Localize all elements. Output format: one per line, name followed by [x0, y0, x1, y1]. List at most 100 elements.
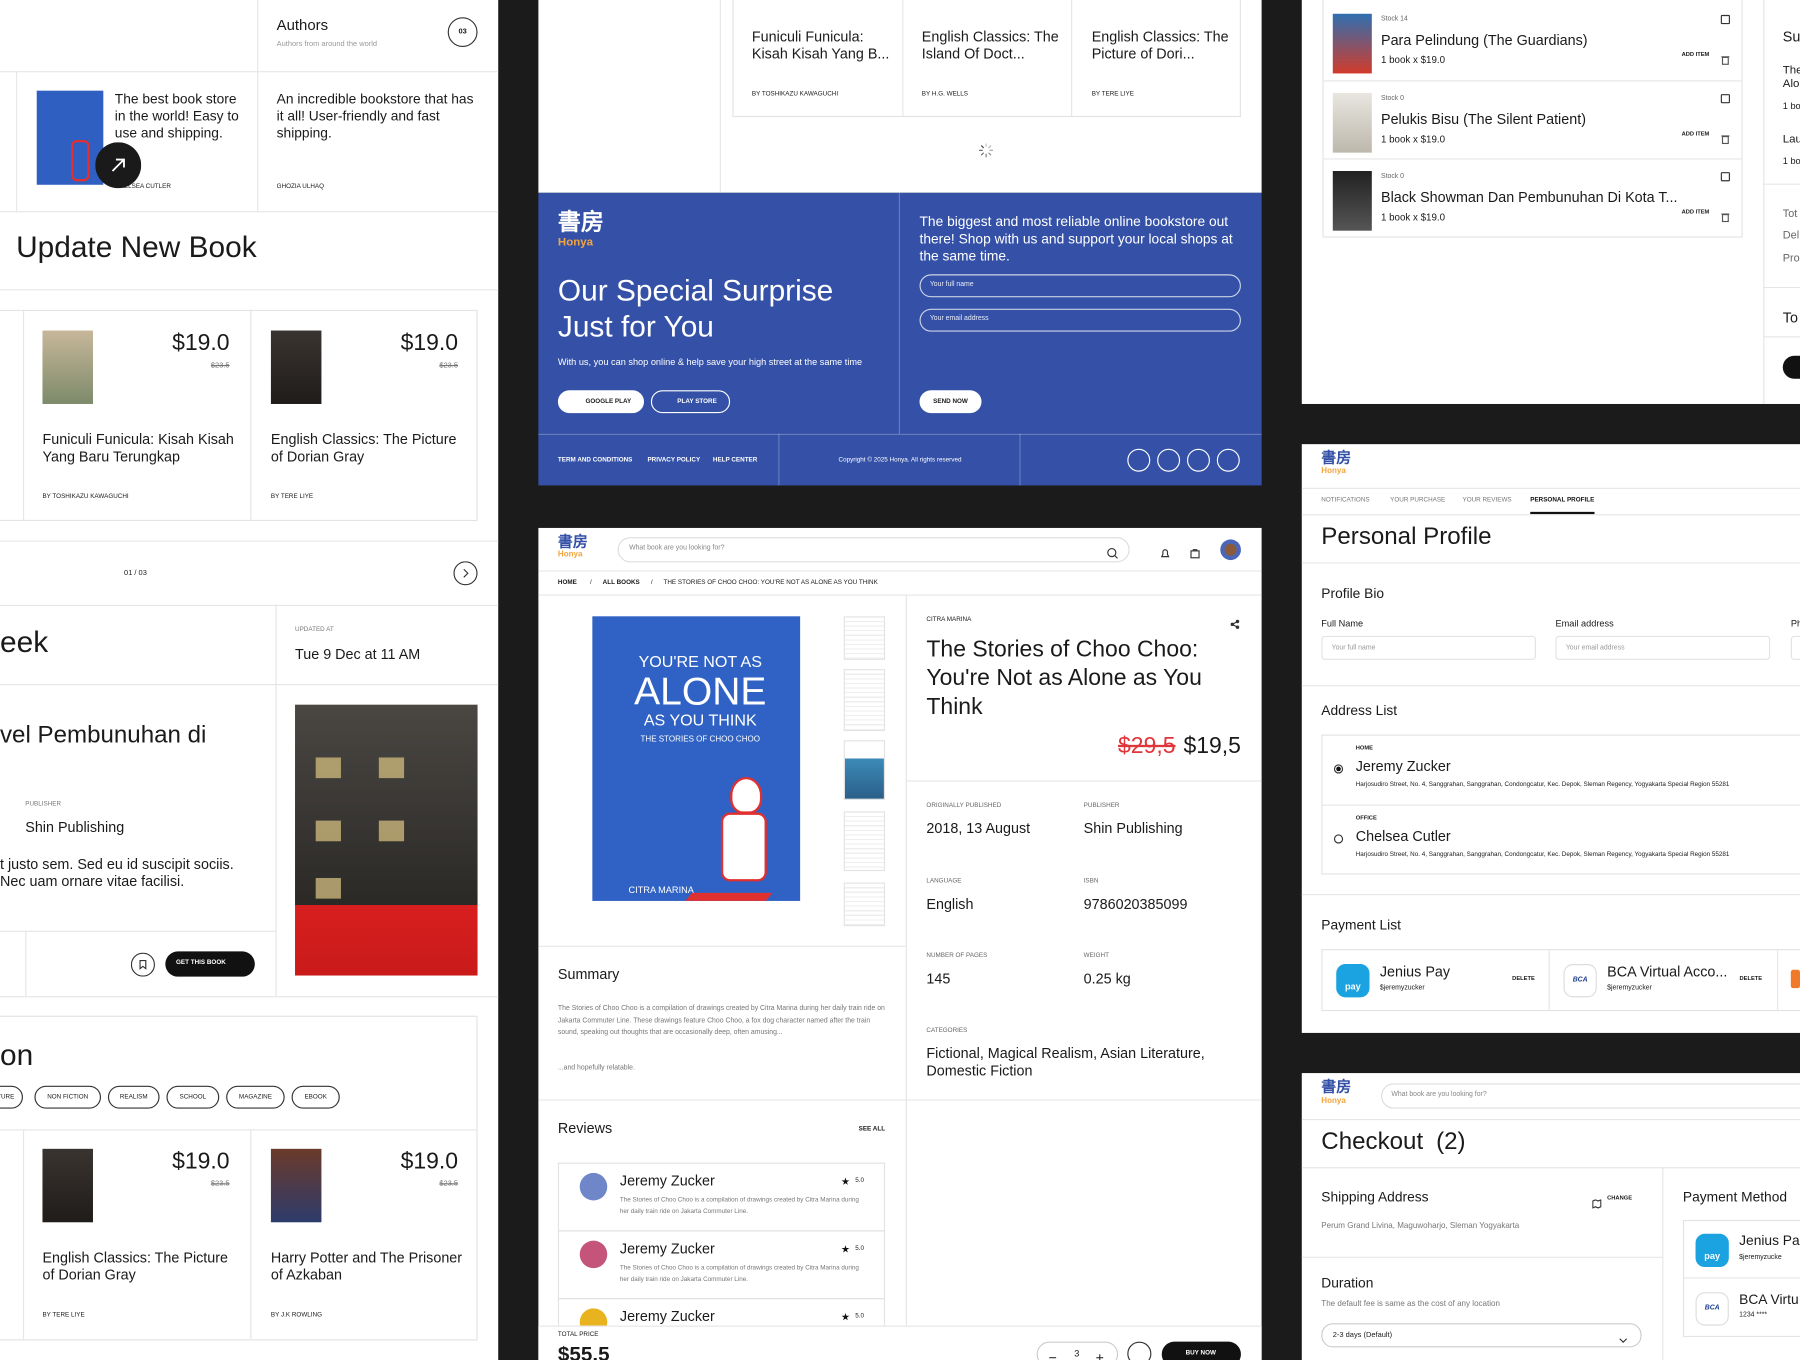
email-input[interactable] — [919, 308, 1241, 332]
button-label[interactable]: SEND NOW — [933, 398, 968, 406]
delete-icon-shape — [1721, 134, 1730, 144]
address-tag: HOME — [1355, 744, 1373, 752]
rating: 5.0 — [855, 1312, 865, 1320]
delete-icon[interactable] — [1721, 208, 1730, 223]
radio[interactable] — [1333, 834, 1344, 844]
thumbnail[interactable] — [843, 882, 886, 927]
breadcrumb-separator: / — [650, 579, 653, 587]
breadcrumb[interactable]: ALL BOOKS — [602, 579, 640, 587]
tag-pill[interactable] — [166, 1085, 220, 1109]
button-label[interactable]: PLAY STORE — [677, 398, 717, 406]
loading-spinner-shape — [980, 145, 985, 149]
send-button[interactable] — [919, 390, 982, 414]
tag-pill[interactable] — [226, 1085, 285, 1109]
phone-input[interactable] — [1790, 635, 1800, 660]
delete-button[interactable]: DELETE — [1512, 975, 1535, 983]
button-label[interactable]: BUY NOW — [1185, 1349, 1216, 1357]
tag-label[interactable]: NON FICTION — [47, 1093, 89, 1101]
thumbnail[interactable] — [843, 669, 886, 732]
tag-label[interactable]: TURE — [0, 1093, 15, 1101]
tab[interactable]: NOTIFICATIONS — [1321, 496, 1370, 504]
book-cover — [42, 1148, 93, 1223]
social-button[interactable] — [1157, 448, 1181, 472]
divider — [16, 71, 18, 212]
thumbnail[interactable] — [843, 811, 886, 872]
label: UPDATED AT — [295, 626, 334, 634]
see-all-link[interactable]: SEE ALL — [858, 1125, 886, 1133]
tag-pill[interactable] — [107, 1085, 160, 1109]
name-input[interactable] — [919, 274, 1241, 298]
divider — [0, 71, 499, 73]
share-button[interactable] — [1229, 615, 1240, 629]
tag-pill[interactable] — [291, 1085, 340, 1109]
increase-button[interactable] — [1094, 1349, 1105, 1360]
summary-text: 1 bo — [1782, 100, 1800, 112]
delete-icon[interactable] — [1721, 50, 1730, 65]
tag-pill[interactable] — [34, 1085, 102, 1109]
divider — [905, 594, 907, 1326]
testimonial-text: An incredible bookstore that has it all!… — [276, 90, 474, 142]
social-button[interactable] — [1186, 448, 1210, 472]
get-book-button[interactable] — [165, 951, 255, 977]
tag-label[interactable]: MAGAZINE — [238, 1093, 272, 1101]
cart-button[interactable] — [1127, 1341, 1152, 1360]
checkout-button[interactable] — [1782, 355, 1800, 379]
tag-label[interactable]: REALISM — [119, 1093, 148, 1101]
tag-label[interactable]: EBOOK — [304, 1093, 327, 1101]
decrease-button[interactable] — [1047, 1349, 1058, 1360]
delete-icon[interactable] — [1721, 129, 1730, 144]
delete-button[interactable]: DELETE — [1739, 975, 1763, 983]
email-input[interactable] — [1555, 635, 1771, 660]
search-input[interactable] — [1380, 1083, 1800, 1109]
cart-icon[interactable] — [1189, 544, 1200, 559]
social-button[interactable] — [1216, 448, 1240, 472]
cover-text: AS YOU THINK — [643, 710, 757, 729]
add-item-button[interactable]: ADD ITEM — [1681, 208, 1710, 216]
payment-detail: 1234 **** — [1739, 1311, 1768, 1319]
thumbnail[interactable] — [843, 740, 886, 800]
add-item-button[interactable]: ADD ITEM — [1681, 51, 1710, 59]
full-name-input[interactable] — [1321, 635, 1536, 660]
tab[interactable]: YOUR REVIEWS — [1462, 496, 1512, 504]
next-button[interactable] — [453, 561, 478, 586]
tab[interactable]: YOUR PURCHASE — [1390, 496, 1446, 504]
next-button-shape — [453, 561, 478, 586]
save-button-shape — [130, 952, 155, 977]
open-button[interactable] — [95, 142, 142, 189]
footer-link[interactable]: HELP CENTER — [712, 456, 758, 464]
button-label[interactable]: GET THIS BOOK — [175, 959, 226, 967]
avatar[interactable] — [1220, 539, 1241, 561]
notification-icon[interactable] — [1159, 544, 1170, 558]
decrease-button-shape — [1049, 1357, 1057, 1359]
store-button[interactable] — [557, 390, 645, 414]
search-input[interactable] — [617, 537, 1130, 563]
buy-button[interactable] — [1161, 1341, 1241, 1360]
search-icon — [1107, 544, 1118, 559]
save-button[interactable] — [130, 952, 155, 977]
button-label[interactable]: GOOGLE PLAY — [585, 398, 632, 406]
checkbox[interactable] — [1720, 14, 1730, 25]
checkbox[interactable] — [1720, 172, 1730, 182]
footer-link[interactable]: PRIVACY POLICY — [647, 456, 701, 464]
tag-pill[interactable] — [0, 1085, 23, 1109]
footer-link[interactable]: TERM AND CONDITIONS — [557, 456, 633, 464]
label: PUBLISHER — [25, 801, 62, 808]
change-button[interactable]: CHANGE — [1607, 1194, 1633, 1202]
divider — [1763, 336, 1800, 338]
social-button[interactable] — [1127, 448, 1151, 472]
divider — [22, 309, 25, 522]
reviewer-name: Jeremy Zucker — [619, 1240, 715, 1257]
divider — [778, 433, 780, 486]
thumbnail[interactable] — [843, 616, 886, 660]
breadcrumb[interactable]: HOME — [557, 579, 577, 587]
add-item-button[interactable]: ADD ITEM — [1681, 130, 1710, 138]
divider — [1682, 1277, 1800, 1279]
radio[interactable] — [1333, 764, 1344, 774]
duration-note: The default fee is same as the cost of a… — [1321, 1300, 1500, 1309]
tab[interactable]: PERSONAL PROFILE — [1530, 496, 1595, 504]
tag-label[interactable]: SCHOOL — [179, 1093, 207, 1101]
duration-select[interactable] — [1321, 1323, 1642, 1348]
store-button[interactable] — [650, 390, 731, 414]
logo-mark: 書房 — [1321, 448, 1352, 466]
checkbox[interactable] — [1720, 93, 1730, 103]
